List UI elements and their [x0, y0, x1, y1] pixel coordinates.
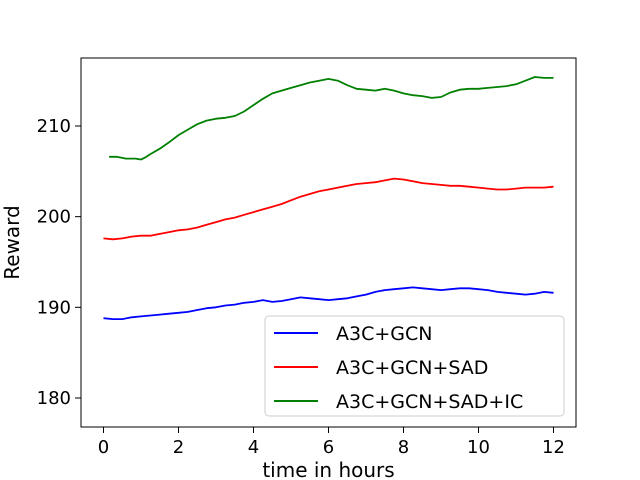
x-tick-label: 4: [248, 437, 259, 458]
y-tick-label: 200: [37, 207, 71, 228]
legend-label-3: A3C+GCN+SAD+IC: [336, 391, 523, 413]
legend: A3C+GCN A3C+GCN+SAD A3C+GCN+SAD+IC: [264, 315, 565, 417]
legend-label-2: A3C+GCN+SAD: [336, 357, 488, 379]
series-line-3: [109, 76, 554, 161]
x-tick-label: 6: [323, 437, 334, 458]
y-axis-ticks: 180 190 200 210: [37, 116, 81, 409]
y-tick-label: 210: [37, 116, 71, 137]
y-tick-label: 190: [37, 297, 71, 318]
x-tick-label: 8: [398, 437, 409, 458]
x-axis-ticks: 0 2 4 6 8 10 12: [98, 427, 565, 458]
x-axis-label: time in hours: [262, 458, 394, 480]
y-axis-label: Reward: [0, 205, 24, 279]
x-tick-label: 12: [542, 437, 565, 458]
series-line-2: [103, 177, 554, 241]
plot-frame: [80, 57, 577, 428]
y-tick-label: 180: [37, 388, 71, 409]
x-tick-label: 0: [98, 437, 109, 458]
legend-box: [264, 315, 565, 417]
x-tick-label: 10: [467, 437, 490, 458]
legend-label-1: A3C+GCN: [336, 323, 432, 345]
x-tick-label: 2: [173, 437, 184, 458]
series-layer: [103, 76, 554, 320]
series-line-1: [103, 286, 554, 320]
